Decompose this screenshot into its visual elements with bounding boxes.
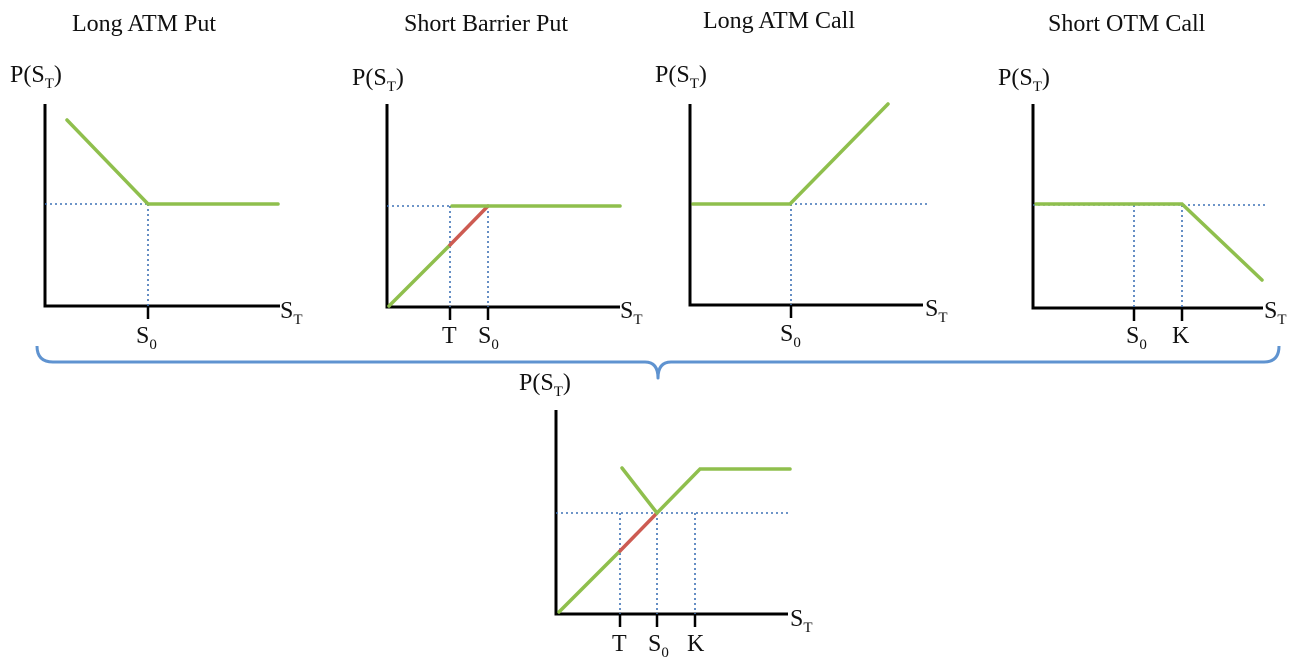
x-axis-label: ST — [925, 296, 948, 326]
axes — [385, 104, 620, 309]
payoff-line — [1034, 202, 1264, 282]
axes — [554, 410, 788, 616]
tick-label-barrier: T — [442, 323, 457, 349]
tick-label-s0: S0 — [1126, 323, 1147, 353]
panel-long-atm-call: Long ATM Call P(ST) ST S0 — [655, 8, 948, 351]
tick-label-strike: K — [1172, 323, 1190, 349]
y-axis-label: P(ST) — [352, 65, 404, 95]
payoff-line — [65, 118, 280, 206]
panel-title: Short Barrier Put — [404, 11, 568, 37]
payoff-line-lower — [557, 549, 622, 614]
y-axis-label: P(ST) — [655, 62, 707, 92]
tick-label-s0: S0 — [780, 321, 801, 351]
payoff-line — [691, 102, 890, 206]
x-axis-label: ST — [790, 606, 813, 636]
panel-short-otm-call: Short OTM Call P(ST) ST S0 K — [998, 11, 1287, 353]
axes — [1031, 104, 1263, 310]
x-axis-label: ST — [620, 298, 643, 328]
axes — [688, 104, 923, 307]
panel-short-barrier-put: Short Barrier Put P(ST) ST T S0 — [352, 11, 643, 353]
x-axis-label: ST — [280, 298, 303, 328]
tick-label-s0: S0 — [648, 631, 669, 658]
y-axis-label: P(ST) — [10, 62, 62, 92]
panel-title: Long ATM Call — [703, 8, 855, 34]
axes — [43, 104, 280, 308]
barrier-segment — [448, 204, 490, 247]
panel-title: Short OTM Call — [1048, 11, 1206, 37]
panel-long-atm-put: Long ATM Put P(ST) ST S0 — [10, 11, 303, 353]
tick-label-barrier: T — [612, 631, 627, 657]
panel-title: Long ATM Put — [72, 11, 216, 37]
payoff-line-lower — [387, 243, 452, 308]
tick-label-s0: S0 — [136, 323, 157, 353]
y-axis-label: P(ST) — [998, 65, 1050, 95]
brace — [35, 345, 1281, 380]
payoff-line-upper — [620, 466, 792, 516]
panel-combined: P(ST) ST T S0 K — [519, 370, 813, 658]
x-axis-label: ST — [1264, 298, 1287, 328]
tick-label-s0: S0 — [478, 323, 499, 353]
y-axis-label: P(ST) — [519, 370, 571, 400]
tick-label-strike: K — [687, 631, 705, 657]
barrier-segment — [618, 511, 659, 553]
